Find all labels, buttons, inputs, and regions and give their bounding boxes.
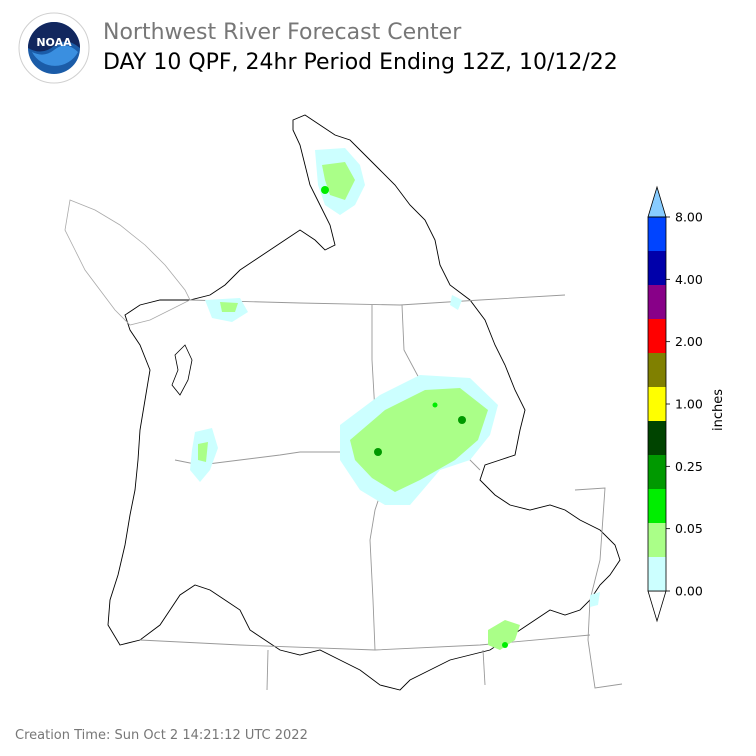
- colorbar-bin: [648, 489, 666, 523]
- colorbar-bin: [648, 251, 666, 285]
- colorbar-bin: [648, 523, 666, 557]
- logo-text: NOAA: [36, 36, 72, 49]
- creation-time: Creation Time: Sun Oct 2 14:21:12 UTC 20…: [15, 728, 308, 743]
- vancouver-island: [64, 199, 191, 326]
- colorbar-bin: [648, 387, 666, 421]
- colorbar-unit-label: inches: [711, 389, 726, 431]
- colorbar-bin: [648, 455, 666, 489]
- colorbar-bin: [648, 217, 666, 251]
- colorbar-tick-label: 8.00: [675, 210, 703, 225]
- colorbar-bin: [648, 421, 666, 455]
- noaa-logo-icon: NOAA: [18, 12, 90, 84]
- colorbar-tick-label: 0.25: [675, 459, 703, 474]
- colorbar-bin: [648, 319, 666, 353]
- colorbar-bin: [648, 285, 666, 319]
- colorbar-under-triangle: [647, 590, 667, 623]
- colorbar-bin: [648, 353, 666, 387]
- colorbar-tick-label: 0.05: [675, 521, 703, 536]
- basin-outline: [107, 114, 621, 691]
- org-title: Northwest River Forecast Center: [103, 20, 462, 45]
- colorbar-tick-label: 4.00: [675, 272, 703, 287]
- precip-colorbar: 0.00 0.05 0.25 1.00 2.00 4.00 8.00 inches: [647, 185, 726, 623]
- puget-sound-shore: [171, 344, 193, 396]
- colorbar-tick-label: 0.00: [675, 584, 703, 599]
- colorbar-over-triangle: [647, 185, 667, 218]
- colorbar-tick-label: 1.00: [675, 397, 703, 412]
- product-title: DAY 10 QPF, 24hr Period Ending 12Z, 10/1…: [103, 50, 618, 75]
- precip-areas: [190, 148, 600, 650]
- qpf-map: [64, 114, 623, 691]
- colorbar-tick-label: 2.00: [675, 334, 703, 349]
- colorbar-bin: [648, 557, 666, 591]
